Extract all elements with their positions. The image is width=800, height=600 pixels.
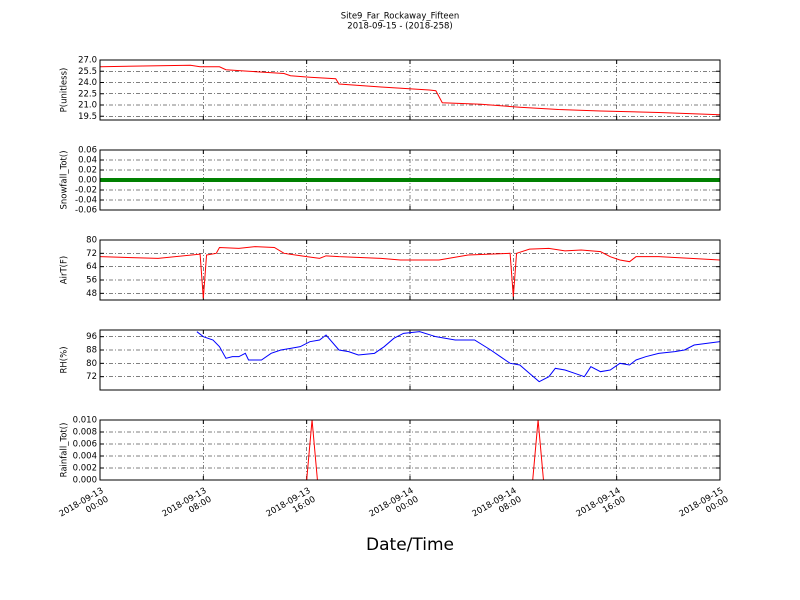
y-axis-label: Snowfall_Tot()	[60, 150, 70, 209]
data-line	[100, 246, 720, 299]
y-tick-label: 0.000	[73, 476, 97, 486]
y-tick-label: 22.5	[78, 89, 97, 99]
y-tick-label: 96	[86, 332, 97, 342]
y-tick-label: 25.5	[78, 67, 97, 77]
y-tick-label: 56	[86, 276, 97, 286]
data-line	[100, 420, 720, 480]
y-tick-label: 19.5	[78, 112, 97, 122]
y-tick-label: 72	[86, 372, 97, 382]
y-tick-label: -0.06	[75, 206, 97, 216]
y-tick-label: 80	[86, 236, 97, 246]
y-tick-label: 64	[86, 262, 97, 272]
plot-frame	[99, 149, 721, 211]
chart-title: Site9_Far_Rockaway_Fifteen	[341, 12, 460, 22]
y-tick-label: 0.010	[73, 416, 97, 426]
plot-frame	[99, 59, 721, 121]
y-tick-label: 80	[86, 359, 97, 369]
y-axis-label: AirT(F)	[60, 256, 70, 284]
y-axis-label: Rainfall_Tot()	[60, 423, 70, 478]
y-tick-label: 48	[86, 289, 97, 299]
y-axis-label: P(unitless)	[60, 68, 70, 113]
y-tick-label: 72	[86, 249, 97, 259]
y-tick-label: 0.06	[78, 146, 97, 156]
y-axis-label: RH(%)	[60, 346, 70, 373]
y-tick-label: -0.04	[75, 196, 97, 206]
y-tick-label: 0.006	[73, 440, 97, 450]
x-axis-label: Date/Time	[366, 535, 454, 555]
y-tick-label: 0.02	[78, 166, 97, 176]
y-tick-label: -0.02	[75, 186, 97, 196]
data-line	[196, 331, 720, 383]
y-tick-label: 21.0	[78, 101, 97, 111]
data-line	[100, 64, 720, 116]
y-tick-label: 0.004	[73, 452, 97, 462]
y-tick-label: 0.002	[73, 464, 97, 474]
plot-frame	[99, 419, 721, 481]
y-tick-label: 0.04	[78, 156, 97, 166]
plot-frame	[99, 329, 721, 391]
y-tick-label: 0.00	[78, 176, 97, 186]
y-tick-label: 0.008	[73, 428, 97, 438]
chart-subtitle: 2018-09-15 - (2018-258)	[347, 22, 452, 32]
y-tick-label: 88	[86, 346, 97, 356]
plot-frame	[99, 239, 721, 301]
y-tick-label: 27.0	[78, 56, 97, 66]
y-tick-label: 24.0	[78, 78, 97, 88]
